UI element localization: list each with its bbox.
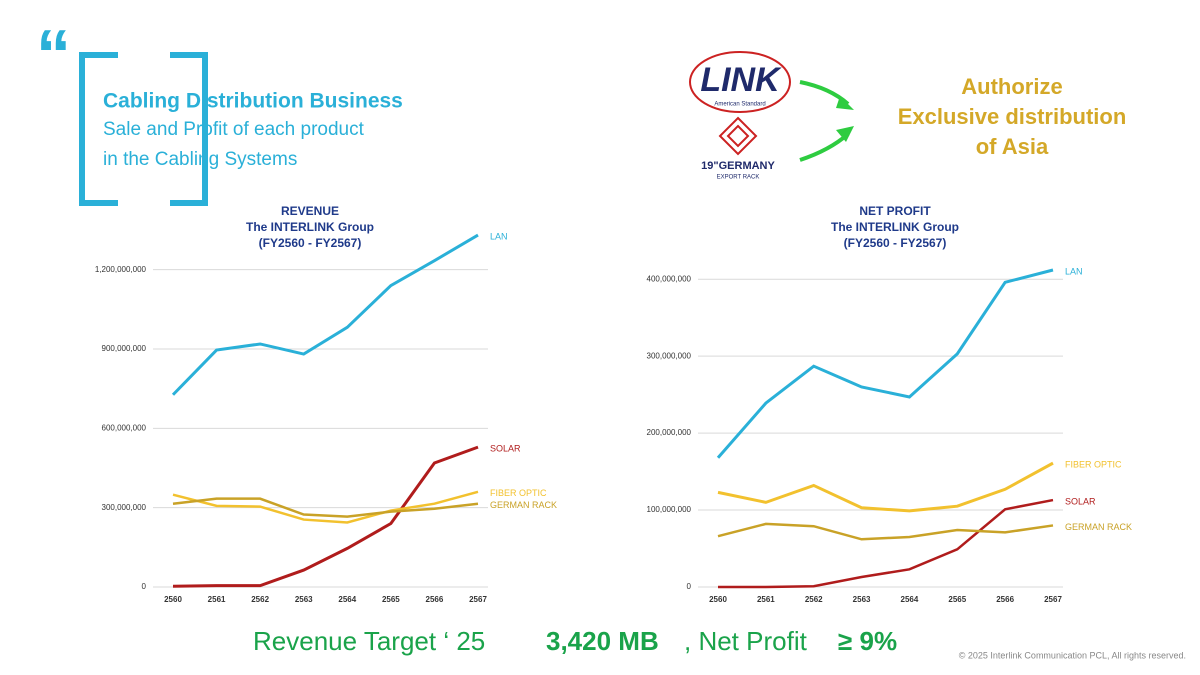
y-tick-label: 200,000,000: [647, 428, 692, 437]
line-series: [172, 445, 479, 588]
header-line: in the Cabling Systems: [103, 149, 297, 170]
logo-link-sub: American Standard: [714, 102, 765, 108]
x-tick-label: 2562: [805, 595, 823, 604]
authorize: Exclusive distribution: [898, 104, 1127, 129]
arrow-head: [836, 126, 854, 142]
x-tick-label: 2561: [757, 595, 775, 604]
line-series: [716, 268, 1054, 459]
x-tick-label: 2561: [208, 595, 226, 604]
footer-profit: , Net Profit: [684, 626, 808, 656]
x-tick-label: 2563: [295, 595, 313, 604]
arrow: [799, 132, 850, 162]
line-series: [171, 233, 479, 396]
y-tick-label: 900,000,000: [102, 344, 147, 353]
logo-germany-sub: EXPORT RACK: [717, 175, 760, 181]
x-tick-label: 2566: [426, 595, 444, 604]
authorize: of Asia: [976, 134, 1049, 159]
y-tick-label: 300,000,000: [102, 503, 147, 512]
line-series: [717, 461, 1054, 513]
y-tick-label: 400,000,000: [647, 274, 692, 283]
bracket: [170, 52, 208, 206]
y-tick-label: 100,000,000: [647, 505, 692, 514]
quote-mark: “: [36, 15, 71, 93]
y-tick-label: 0: [142, 582, 147, 591]
logo-cube: [718, 116, 758, 156]
bracket: [79, 52, 118, 206]
line-series: [717, 522, 1054, 541]
x-tick-label: 2564: [901, 595, 919, 604]
logo-link: LINK: [700, 61, 782, 99]
footer-amount: 3,420 MB: [546, 626, 659, 656]
line-series: [172, 497, 479, 518]
y-tick-label: 600,000,000: [102, 423, 147, 432]
x-tick-label: 2562: [251, 595, 269, 604]
x-tick-label: 2560: [709, 595, 727, 604]
logo-germany: 19"GERMANY: [701, 160, 775, 172]
series-label: SOLAR: [490, 443, 521, 453]
x-tick-label: 2563: [853, 595, 871, 604]
y-tick-label: 1,200,000,000: [95, 265, 147, 274]
line-series: [172, 490, 479, 524]
header-line: Sale and Profit of each product: [103, 119, 365, 140]
chart-subtitle: (FY2560 - FY2567): [259, 236, 362, 250]
footer-percent: ≥ 9%: [838, 626, 897, 656]
series-label: FIBER OPTIC: [490, 488, 547, 498]
series-label: GERMAN RACK: [490, 500, 557, 510]
y-tick-label: 0: [687, 582, 692, 591]
chart-subtitle: (FY2560 - FY2567): [844, 236, 947, 250]
footer-target: Revenue Target ‘ 25: [253, 626, 485, 656]
series-label: LAN: [1065, 266, 1083, 276]
series-label: LAN: [490, 231, 508, 241]
x-tick-label: 2567: [469, 595, 487, 604]
x-tick-label: 2565: [948, 595, 966, 604]
copyright: © 2025 Interlink Communication PCL, All …: [959, 650, 1186, 660]
line-series: [718, 498, 1054, 589]
x-tick-label: 2560: [164, 595, 182, 604]
header-title: Cabling Distribution Business: [103, 90, 403, 113]
chart-title: NET PROFIT: [859, 204, 931, 218]
chart-subtitle: The INTERLINK Group: [246, 220, 374, 234]
series-label: GERMAN RACK: [1065, 522, 1132, 532]
chart-subtitle: The INTERLINK Group: [831, 220, 959, 234]
series-label: SOLAR: [1065, 496, 1096, 506]
arrow-head: [836, 96, 854, 110]
x-tick-label: 2565: [382, 595, 400, 604]
authorize: Authorize: [961, 74, 1062, 99]
logo-ring: [689, 51, 791, 113]
x-tick-label: 2564: [338, 595, 356, 604]
chart-title: REVENUE: [281, 204, 339, 218]
y-tick-label: 300,000,000: [647, 351, 692, 360]
x-tick-label: 2566: [996, 595, 1014, 604]
x-tick-label: 2567: [1044, 595, 1062, 604]
series-label: FIBER OPTIC: [1065, 459, 1122, 469]
